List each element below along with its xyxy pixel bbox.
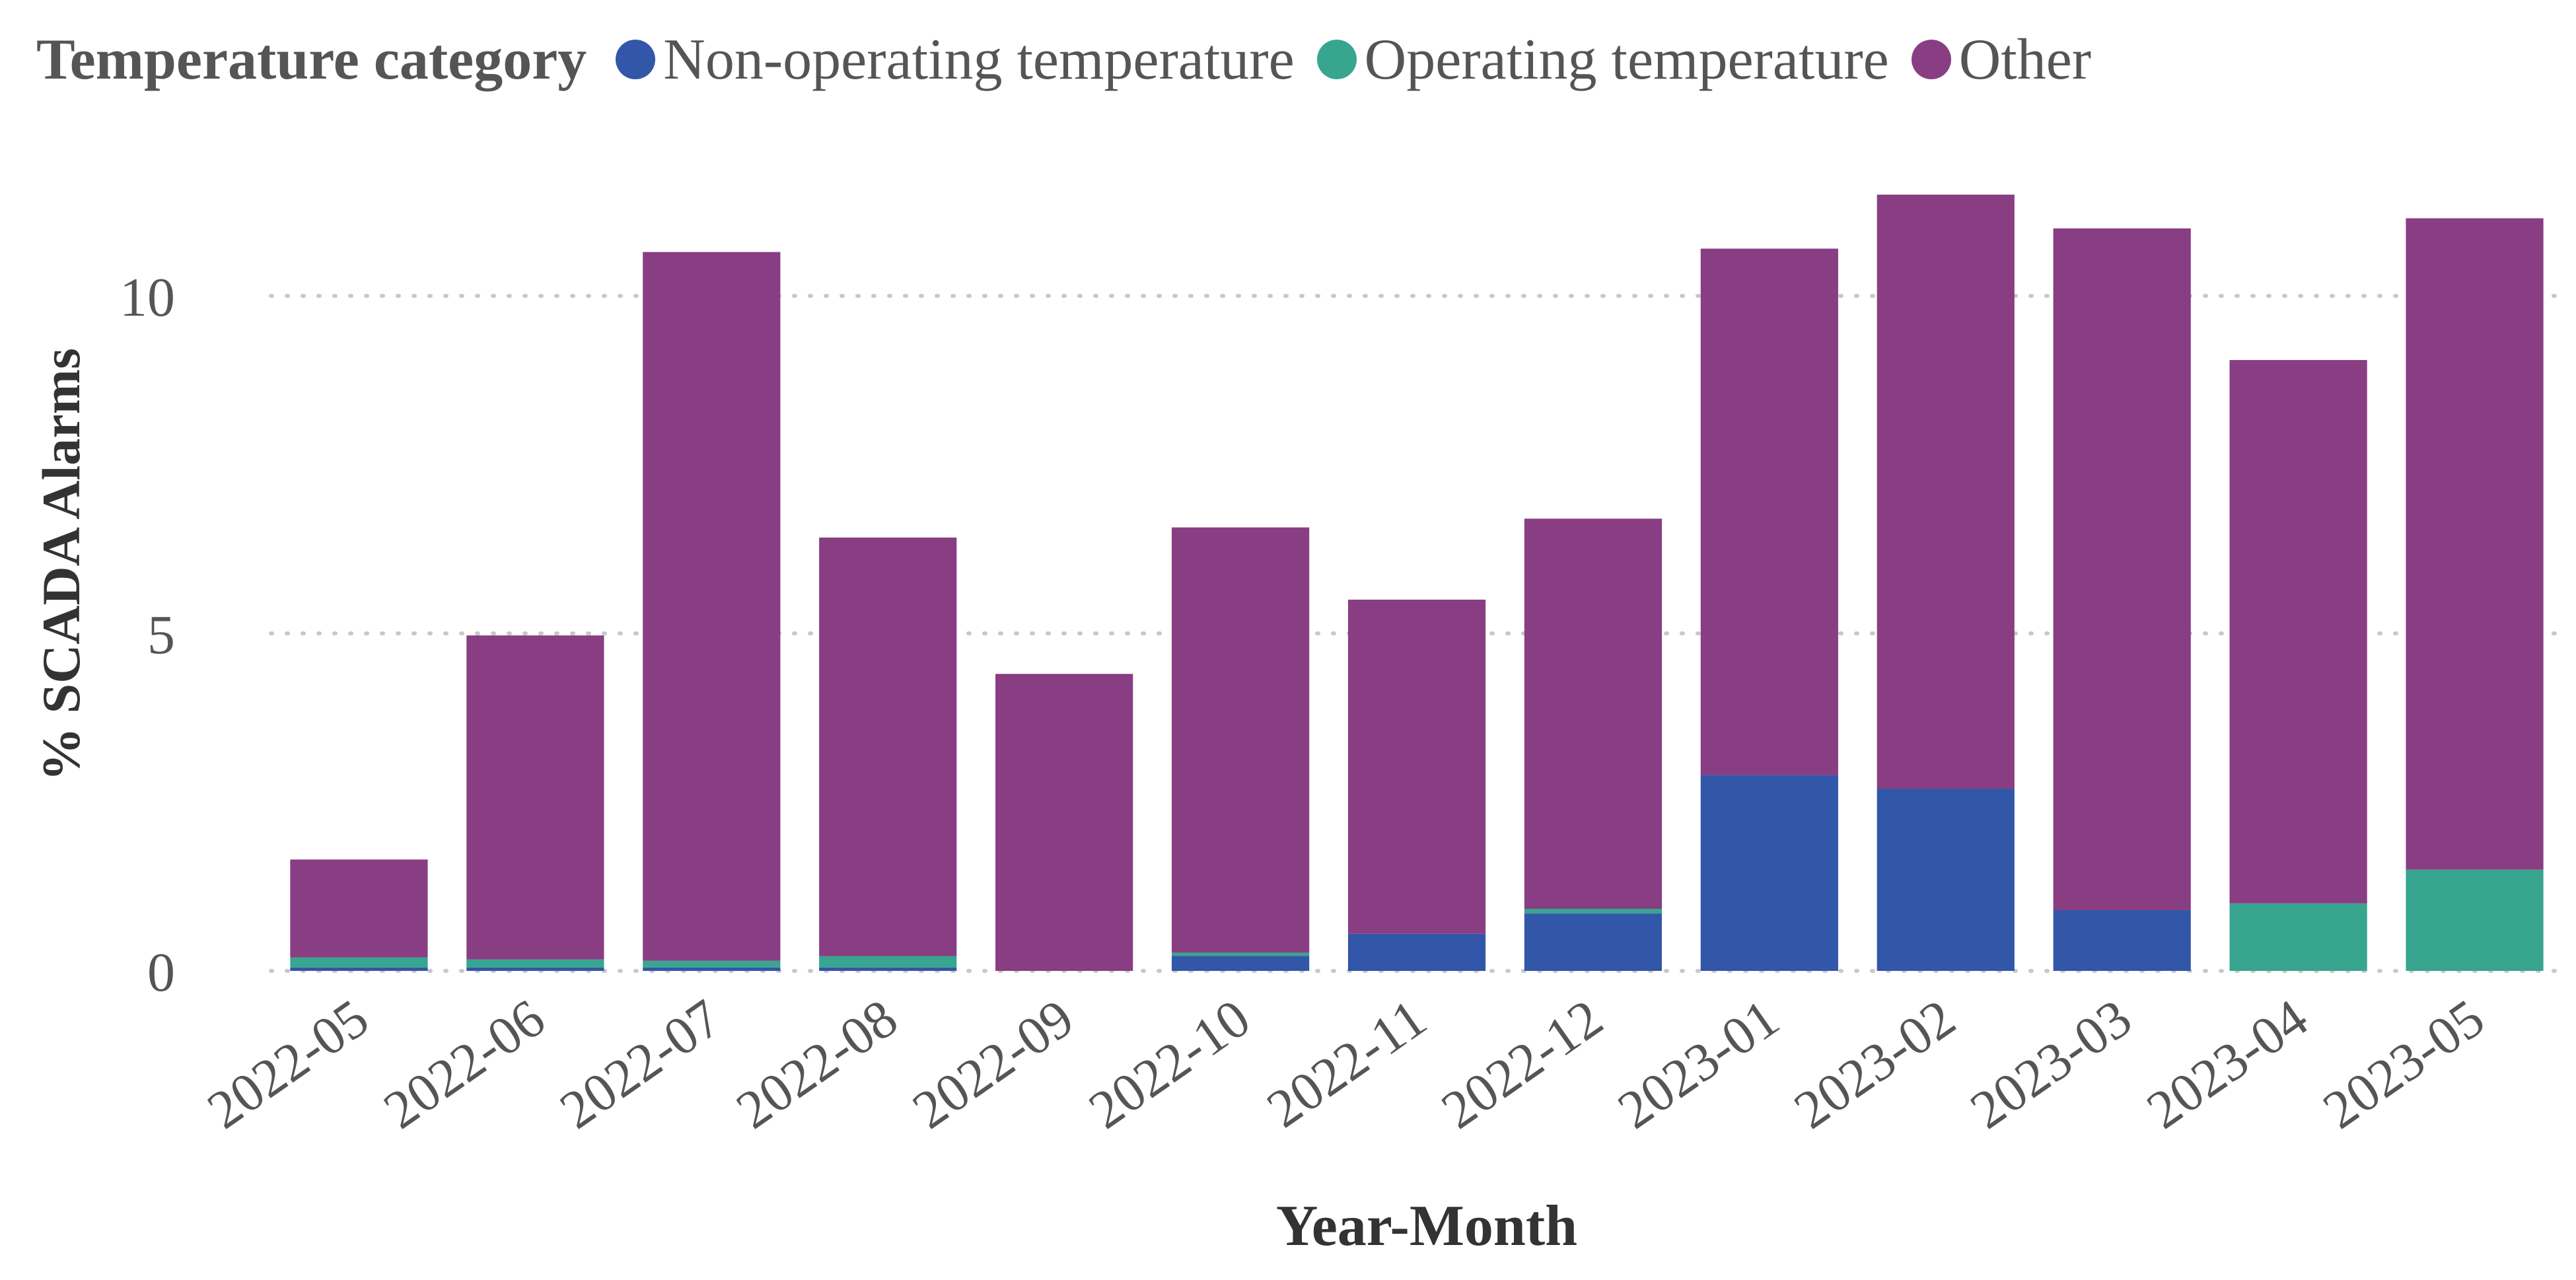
legend-item-other[interactable]: Other	[1911, 26, 2092, 93]
bar-segment-non-operating-temperature[interactable]	[1877, 789, 2015, 971]
bar-segment-other[interactable]	[1347, 599, 1486, 934]
legend-label: Operating temperature	[1364, 27, 1889, 92]
x-tick-label: 2023-02	[1783, 987, 1966, 1140]
x-tick-label: 2022-11	[1256, 987, 1437, 1139]
bar-segment-non-operating-temperature[interactable]	[819, 967, 957, 971]
bar-segment-other[interactable]	[995, 674, 1133, 971]
bar-segment-other[interactable]	[1171, 527, 1310, 953]
legend: Temperature category Non-operating tempe…	[36, 23, 2114, 96]
bar-segment-non-operating-temperature[interactable]	[1171, 956, 1310, 971]
y-tick-label: 0	[147, 942, 175, 1003]
legend-item-operating[interactable]: Operating temperature	[1316, 26, 1889, 93]
bar-segment-other[interactable]	[2053, 228, 2191, 911]
bar-segment-operating-temperature[interactable]	[1524, 908, 1663, 914]
bar-segment-other[interactable]	[2229, 360, 2367, 904]
bar-segment-non-operating-temperature[interactable]	[2053, 910, 2191, 971]
bar-segment-non-operating-temperature[interactable]	[290, 967, 428, 971]
bar-segment-non-operating-temperature[interactable]	[1347, 933, 1486, 971]
legend-item-non-operating[interactable]: Non-operating temperature	[616, 26, 1295, 93]
x-tick-label: 2023-03	[1960, 987, 2142, 1140]
x-tick-label: 2023-05	[2312, 987, 2495, 1140]
x-tick-label: 2022-12	[1431, 987, 1613, 1140]
x-tick-label: 2022-10	[1078, 987, 1260, 1140]
bar-segment-non-operating-temperature[interactable]	[466, 967, 604, 971]
legend-title: Temperature category	[36, 27, 587, 92]
legend-dot-icon	[1911, 40, 1951, 79]
bar-segment-other[interactable]	[643, 252, 781, 961]
x-tick-label: 2022-07	[550, 987, 732, 1140]
x-tick-label: 2022-09	[902, 987, 1084, 1140]
x-axis-title: Year-Month	[1276, 1194, 1577, 1258]
x-tick-label: 2023-04	[2136, 987, 2318, 1140]
y-axis-ticks: 0 5 10	[120, 267, 175, 1003]
legend-dot-icon	[1316, 40, 1357, 79]
bars	[290, 194, 2544, 971]
bar-segment-other[interactable]	[2406, 218, 2544, 870]
bar-segment-operating-temperature[interactable]	[819, 956, 957, 968]
bar-segment-operating-temperature[interactable]	[466, 959, 604, 968]
bar-segment-other[interactable]	[819, 537, 957, 956]
x-tick-label: 2022-08	[725, 987, 908, 1140]
bar-segment-operating-temperature[interactable]	[2229, 903, 2367, 971]
bar-segment-operating-temperature[interactable]	[290, 957, 428, 968]
x-tick-label: 2022-05	[197, 987, 379, 1140]
bar-segment-other[interactable]	[1700, 248, 1838, 775]
y-tick-label: 5	[147, 604, 175, 666]
legend-label: Other	[1958, 27, 2092, 92]
bar-segment-non-operating-temperature[interactable]	[643, 967, 781, 971]
bar-segment-other[interactable]	[466, 635, 604, 960]
y-tick-label: 10	[120, 267, 175, 328]
bar-segment-operating-temperature[interactable]	[2406, 869, 2544, 971]
bar-segment-non-operating-temperature[interactable]	[1700, 775, 1838, 971]
bar-segment-other[interactable]	[1877, 194, 2015, 789]
legend-dot-icon	[616, 40, 656, 79]
bar-segment-non-operating-temperature[interactable]	[1524, 913, 1663, 971]
x-tick-label: 2023-01	[1607, 987, 1789, 1140]
bar-segment-other[interactable]	[290, 859, 428, 958]
x-tick-label: 2022-06	[373, 987, 555, 1140]
bar-segment-operating-temperature[interactable]	[1171, 952, 1310, 956]
y-axis-title: % SCADA Alarms	[31, 348, 91, 781]
bar-segment-operating-temperature[interactable]	[643, 960, 781, 968]
legend-label: Non-operating temperature	[663, 27, 1295, 92]
x-axis-ticks: 2022-052022-062022-072022-082022-092022-…	[197, 987, 2495, 1140]
bar-segment-other[interactable]	[1524, 518, 1663, 909]
